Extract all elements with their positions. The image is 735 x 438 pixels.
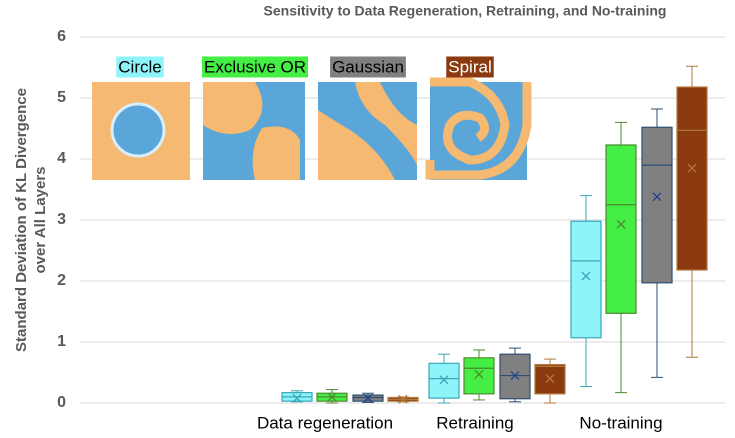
inset-gaussian-shape (380, 82, 417, 125)
inset-circle-shape (110, 102, 166, 158)
legend-swatch (446, 56, 494, 78)
y-axis-title-line: over All Layers (32, 167, 49, 274)
inset-images (92, 77, 532, 180)
y-tick-label: 0 (57, 394, 66, 411)
mean-marker (439, 375, 449, 385)
mean-marker (474, 369, 484, 379)
y-tick-label: 2 (57, 272, 66, 289)
legend-label: Spiral (448, 57, 491, 76)
legend-swatch (201, 56, 309, 78)
box (676, 86, 708, 271)
inset-gaussian-shape (318, 82, 417, 180)
plot-area (281, 65, 708, 404)
y-axis-title-line: Standard Deviation of KL Divergence (13, 88, 30, 352)
inset-xor-shape (252, 126, 300, 180)
y-tick-label: 3 (57, 211, 66, 228)
mean-marker (652, 192, 662, 202)
inset-xor-shape (203, 82, 263, 134)
box (641, 126, 673, 284)
mean-marker (581, 271, 591, 281)
mean-marker (687, 163, 697, 173)
mean-marker (545, 374, 555, 384)
box (570, 220, 602, 339)
mean-marker (616, 219, 626, 229)
mean-marker (510, 371, 520, 381)
mean-marker (292, 393, 302, 403)
box (463, 357, 495, 395)
y-tick-label: 1 (57, 333, 66, 350)
y-tick-label: 4 (57, 150, 66, 167)
legend-label: Gaussian (332, 57, 404, 76)
mean-marker (398, 394, 408, 404)
inset-spiral-shape (430, 77, 510, 165)
legend-label: Exclusive OR (204, 57, 306, 76)
mean-marker (327, 392, 337, 402)
x-tick-label: Data regeneration (257, 413, 393, 432)
legend-swatch (330, 56, 406, 78)
y-tick-label: 5 (57, 89, 66, 106)
chart-title: Sensitivity to Data Regeneration, Retrai… (264, 3, 667, 19)
inset-spiral-shape (425, 82, 532, 180)
y-tick-label: 6 (57, 28, 66, 45)
legend-label: Circle (118, 57, 161, 76)
y-axis-title: Standard Deviation of KL Divergence over… (13, 88, 49, 352)
box (605, 144, 637, 314)
x-tick-label: No-training (579, 413, 662, 432)
legend-swatch (116, 56, 164, 78)
x-tick-label: Retraining (436, 413, 514, 432)
mean-marker (363, 393, 373, 403)
